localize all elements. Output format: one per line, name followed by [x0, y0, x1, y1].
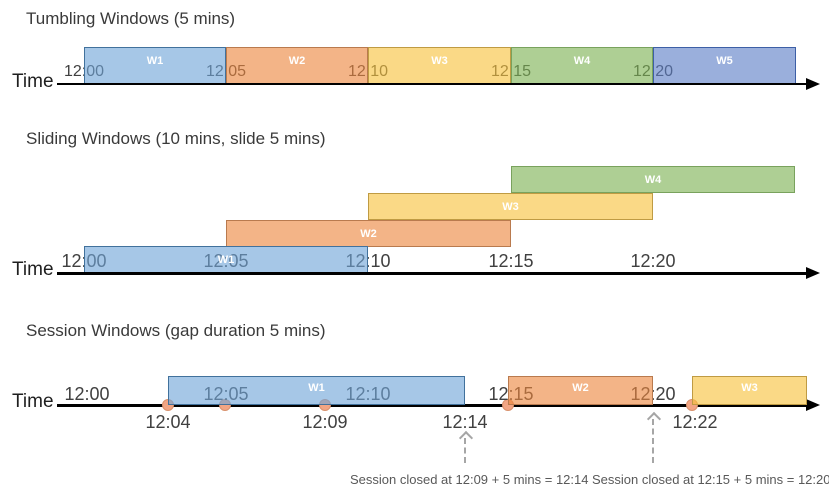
- sliding-window-w2: W2: [226, 220, 511, 247]
- event-time-label-12-22: 12:22: [672, 412, 718, 432]
- tumbling-time-axis-label: Time: [12, 71, 54, 92]
- tumbling-window-w3-label: W3: [431, 55, 448, 67]
- dashed-up-arrow-2: [652, 419, 654, 463]
- sliding-timeline: [57, 272, 807, 275]
- session-timeline-arrowhead-icon: [806, 399, 820, 411]
- sliding-tick-12-20: 12:20: [630, 251, 676, 271]
- sliding-window-w3: W3: [368, 193, 653, 220]
- tumbling-window-w5: W5: [653, 47, 796, 84]
- tumbling-window-w1: W1: [84, 47, 226, 84]
- session-tick-12-00: 12:00: [64, 384, 110, 404]
- tumbling-window-w2: W2: [226, 47, 368, 84]
- sliding-window-w4: W4: [511, 166, 795, 193]
- session-time-axis-label: Time: [12, 391, 54, 412]
- tumbling-window-w4-label: W4: [573, 55, 591, 67]
- event-time-label-12-09: 12:09: [302, 412, 348, 432]
- tumbling-window-w2-label: W2: [288, 55, 306, 67]
- session-window-w2: W2: [508, 376, 653, 405]
- tumbling-window-w1-label: W1: [146, 55, 164, 67]
- dashed-up-arrow-head-2-icon: [646, 411, 662, 427]
- dashed-up-arrow-1: [464, 438, 466, 463]
- sliding-windows-title: Sliding Windows (10 mins, slide 5 mins): [26, 129, 326, 148]
- tumbling-timeline: [57, 83, 807, 85]
- tumbling-windows-title: Tumbling Windows (5 mins): [26, 9, 236, 28]
- sliding-timeline-arrowhead-icon: [806, 267, 820, 279]
- dashed-up-arrow-head-1-icon: [458, 430, 474, 446]
- session-close-label-12-14: 12:14: [442, 412, 488, 432]
- sliding-tick-12-15: 12:15: [488, 251, 534, 271]
- sliding-window-w2-label: W2: [360, 227, 377, 240]
- sliding-time-axis-label: Time: [12, 259, 54, 280]
- session-window-w3-label: W3: [741, 382, 758, 394]
- sliding-window-w1-label: W1: [217, 253, 235, 266]
- session-closed-annotation-1: Session closed at 12:09 + 5 mins = 12:14: [350, 472, 589, 487]
- sliding-window-w1: W1: [84, 246, 368, 273]
- session-window-w2-label: W2: [572, 382, 589, 394]
- session-windows-title: Session Windows (gap duration 5 mins): [26, 321, 326, 340]
- session-timeline: [57, 404, 807, 407]
- session-window-w1-label: W1: [308, 382, 325, 394]
- session-window-w1: W1: [168, 376, 465, 405]
- tumbling-window-w4: W4: [511, 47, 653, 84]
- tumbling-window-w5-label: W5: [716, 55, 733, 67]
- tumbling-window-w3: W3: [368, 47, 511, 84]
- session-closed-annotation-2: Session closed at 12:15 + 5 mins = 12:20: [592, 472, 829, 487]
- event-time-label-12-04: 12:04: [145, 412, 191, 432]
- sliding-window-w4-label: W4: [644, 173, 662, 186]
- sliding-window-w3-label: W3: [502, 200, 519, 213]
- session-window-w3: W3: [692, 376, 807, 405]
- tumbling-timeline-arrowhead-icon: [806, 78, 820, 90]
